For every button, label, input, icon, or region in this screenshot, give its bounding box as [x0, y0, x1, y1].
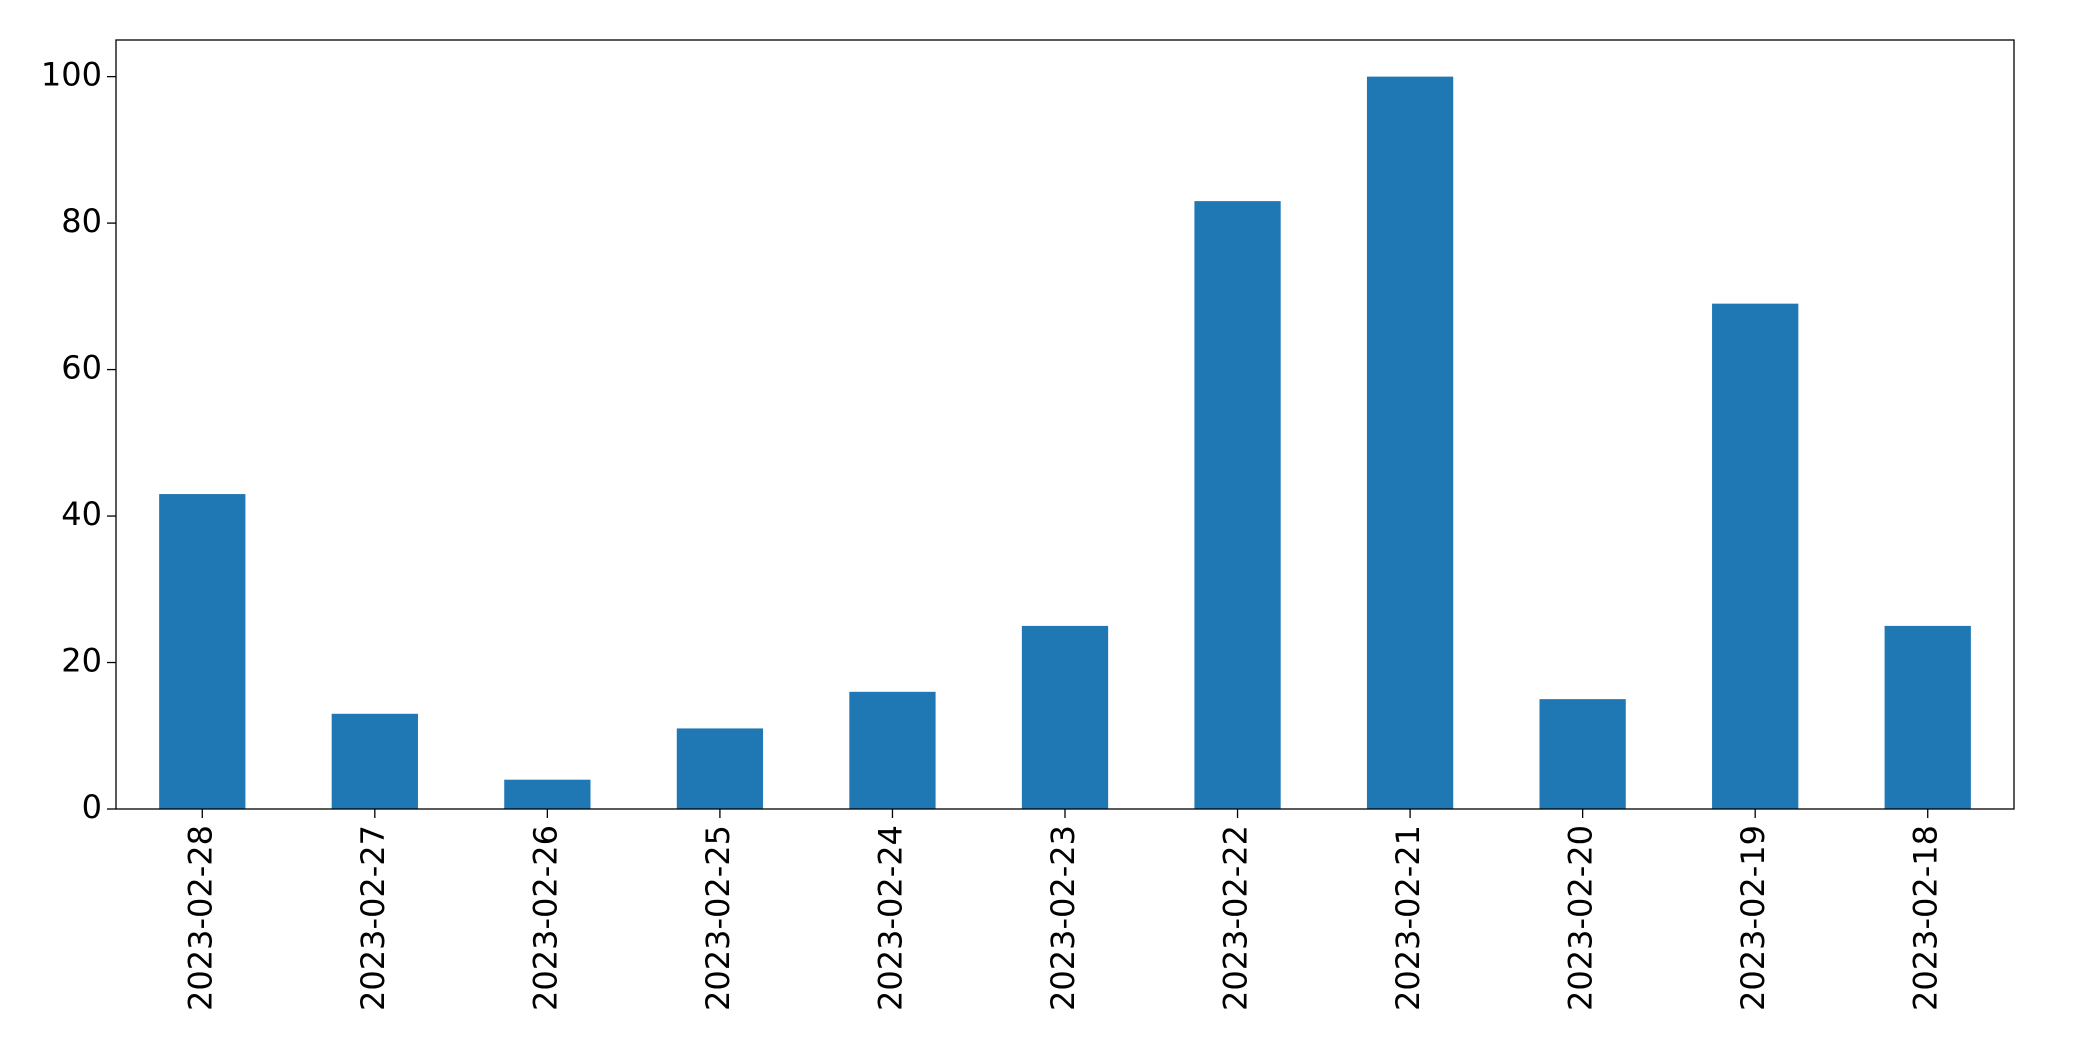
- y-tick-label: 20: [61, 642, 102, 680]
- bar: [676, 728, 764, 809]
- x-tick-label: 2023-02-24: [871, 825, 909, 1011]
- bar: [1366, 76, 1454, 810]
- x-tick-label: 2023-02-25: [699, 825, 737, 1011]
- x-tick-label: 2023-02-20: [1562, 825, 1600, 1011]
- x-tick-label: 2023-02-21: [1389, 825, 1427, 1011]
- x-tick-label: 2023-02-28: [181, 825, 219, 1011]
- x-tick-label: 2023-02-22: [1217, 825, 1255, 1011]
- plot-frame: [115, 39, 2015, 810]
- y-tick-label: 100: [41, 56, 102, 94]
- bar: [849, 691, 936, 809]
- x-tick-label: 2023-02-23: [1044, 825, 1082, 1011]
- x-tick-label: 2023-02-27: [354, 825, 392, 1011]
- bar: [1021, 625, 1109, 809]
- bar: [159, 494, 246, 809]
- bar: [504, 779, 591, 809]
- y-tick-label: 80: [61, 202, 102, 240]
- x-tick-label: 2023-02-26: [526, 825, 564, 1011]
- bar: [1884, 625, 1971, 809]
- y-tick-label: 0: [82, 788, 102, 826]
- bar: [1539, 699, 1626, 809]
- y-tick-label: 60: [61, 349, 102, 387]
- bar: [1712, 303, 1799, 809]
- x-tick-label: 2023-02-18: [1907, 825, 1945, 1011]
- y-tick-label: 40: [61, 495, 102, 533]
- bar: [1194, 201, 1281, 810]
- x-tick-label: 2023-02-19: [1734, 825, 1772, 1011]
- bar: [331, 713, 418, 809]
